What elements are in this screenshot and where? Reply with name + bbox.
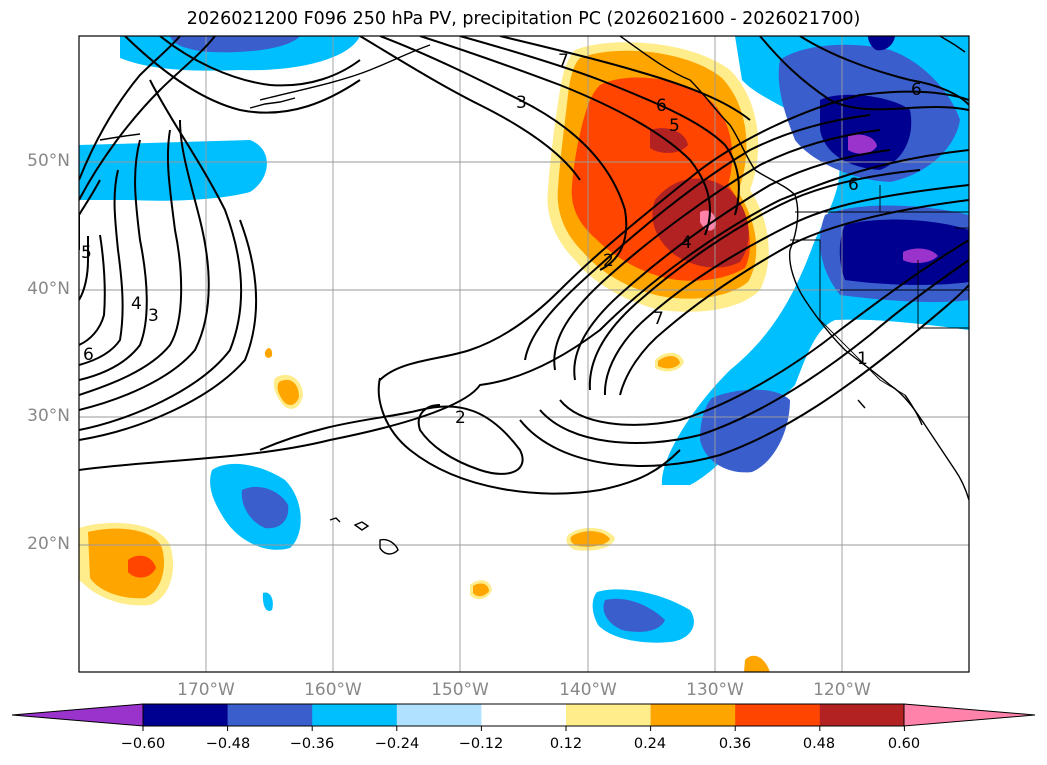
- lon-label: 170°W: [177, 680, 235, 700]
- colorbar-tick-label: −0.48: [205, 736, 251, 752]
- colorbar-bin: [312, 704, 398, 726]
- lon-label: 120°W: [813, 680, 871, 700]
- colorbar-bin: [481, 704, 567, 726]
- colorbar-bin: [735, 704, 821, 726]
- contour-label: 3: [148, 306, 159, 326]
- colorbar-bin: [566, 704, 652, 726]
- anomaly-region: [744, 655, 770, 672]
- colorbar-bin: [227, 704, 313, 726]
- contour-label: 6: [83, 345, 94, 365]
- coastlines: [99, 36, 969, 555]
- lat-label: 20°N: [27, 534, 70, 554]
- colorbar-tick-label: 0.36: [718, 736, 752, 752]
- anomaly-region: [868, 36, 895, 51]
- colorbar-tick-label: 0.12: [549, 736, 583, 752]
- contour-label: 2: [603, 251, 614, 271]
- colorbar-bin: [396, 704, 482, 726]
- contour-label: 5: [81, 243, 92, 263]
- anomaly-region: [570, 531, 610, 547]
- colorbar-bin: [143, 704, 229, 726]
- colorbar-tick-label: −0.60: [120, 736, 166, 752]
- anomaly-region: [658, 355, 680, 369]
- colorbar-tick-label: 0.24: [633, 736, 667, 752]
- colorbar-tick-label: −0.24: [374, 736, 420, 752]
- colorbar-extend-high: [903, 703, 1036, 727]
- colorbar: [11, 703, 1036, 731]
- contour-label: 3: [516, 93, 527, 113]
- contour-label: 6: [848, 175, 859, 195]
- graticule: [79, 36, 969, 672]
- contour-label: 1: [857, 349, 868, 369]
- anomaly-region: [603, 598, 665, 632]
- anomaly-region: [473, 583, 489, 597]
- colorbar-bin: [819, 704, 905, 726]
- anomaly-region: [277, 379, 299, 405]
- lon-label: 140°W: [559, 680, 617, 700]
- anomaly-region: [700, 389, 790, 473]
- colorbar-bin: [650, 704, 736, 726]
- contour-label: 2: [455, 408, 466, 428]
- anomaly-region: [88, 528, 165, 599]
- contour-label: 6: [656, 96, 667, 116]
- colorbar-tick-label: 0.48: [802, 736, 836, 752]
- anomaly-region: [128, 555, 156, 578]
- contour-label: 7: [653, 309, 664, 329]
- contour-label: 6: [911, 80, 922, 100]
- colorbar-extend-low: [11, 703, 144, 727]
- colorbar-tick-label: −0.12: [458, 736, 504, 752]
- colorbar-tick-label: 0.60: [887, 736, 921, 752]
- anomaly-region: [848, 134, 877, 154]
- lat-label: 50°N: [27, 151, 70, 171]
- colorbar-tick-label: −0.36: [289, 736, 335, 752]
- lat-label: 40°N: [27, 279, 70, 299]
- anomaly-region: [170, 36, 300, 53]
- lon-label: 150°W: [431, 680, 489, 700]
- lat-label: 30°N: [27, 406, 70, 426]
- pv-contours: [79, 36, 969, 495]
- map-title: 2026021200 F096 250 hPa PV, precipitatio…: [186, 9, 861, 29]
- colorbar-bins: [142, 703, 905, 727]
- lon-label: 160°W: [304, 680, 362, 700]
- lon-label: 130°W: [686, 680, 744, 700]
- contour-label-group: 7 3 6 5 2 4 7 2 1 6 6 5 4 3 6: [81, 51, 922, 428]
- anomaly-region: [241, 486, 289, 529]
- anomaly-region: [79, 140, 267, 201]
- colorbar-tick-marks: [142, 726, 905, 731]
- anomaly-region: [262, 592, 273, 611]
- contour-label: 4: [681, 233, 692, 253]
- contour-label: 5: [669, 116, 680, 136]
- anomaly-region: [903, 248, 938, 264]
- anomaly-region: [264, 348, 273, 358]
- contour-label: 4: [131, 294, 142, 314]
- anomaly-region: [700, 210, 716, 231]
- contour-label: 7: [558, 51, 569, 71]
- map-frame: [78, 35, 970, 673]
